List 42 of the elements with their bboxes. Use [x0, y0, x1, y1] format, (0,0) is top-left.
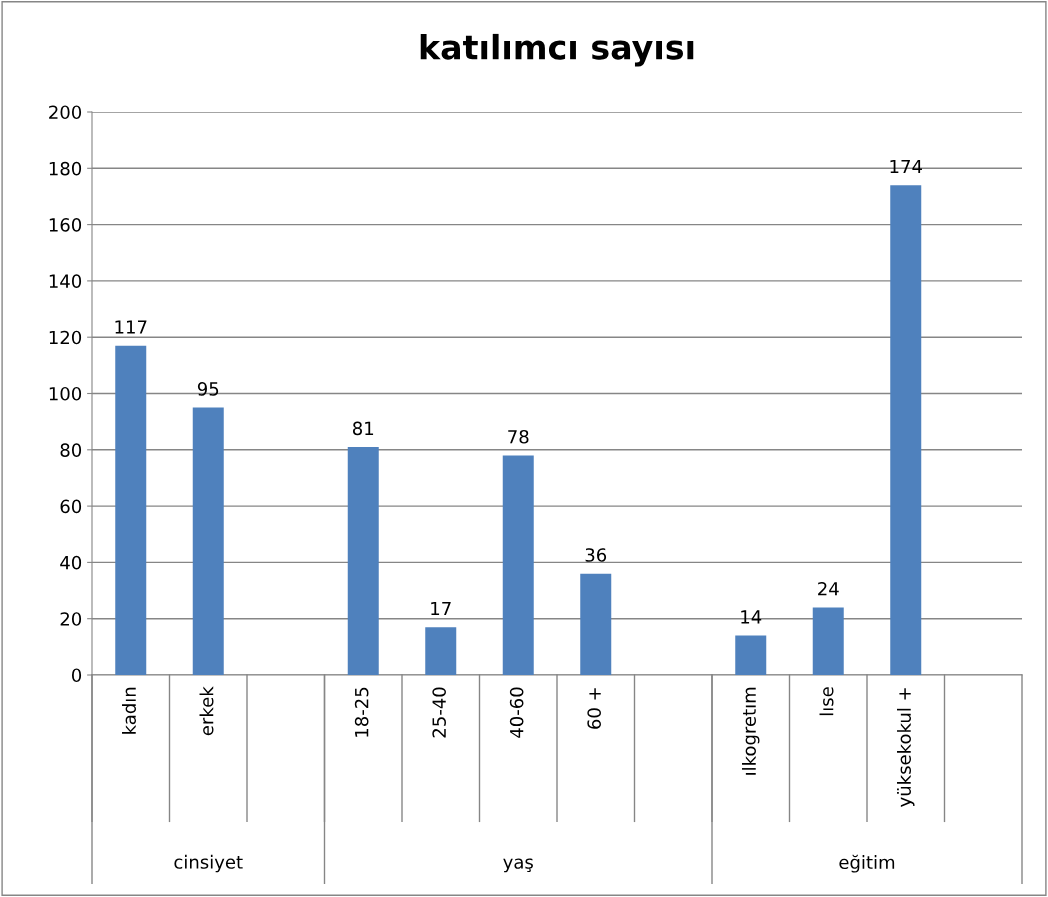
x-tick-label: 18-25 [354, 687, 369, 737]
y-tick-label: 80 [60, 443, 82, 457]
y-tick-label: 120 [49, 330, 82, 345]
x-tick-label: lıse [819, 687, 834, 716]
y-tick-label: 200 [49, 105, 82, 120]
chart-title: katılımcı sayısı [420, 33, 694, 67]
data-label: 95 [197, 382, 219, 396]
y-tick-label: 0 [71, 668, 82, 683]
data-label: 117 [115, 320, 147, 334]
bar [890, 185, 922, 675]
data-label: 78 [508, 429, 529, 444]
y-tick-label: 100 [49, 386, 82, 401]
x-tick-label: yüksekokul + [897, 688, 915, 807]
y-tick-label: 60 [60, 499, 82, 514]
data-label: 174 [890, 159, 922, 174]
y-tick-label: 160 [49, 218, 82, 232]
bar [192, 407, 224, 675]
bar [580, 573, 612, 675]
bar [115, 345, 147, 675]
x-tick-label: 25-40 [432, 687, 446, 738]
y-tick-label: 20 [60, 612, 82, 626]
bar [425, 627, 457, 675]
x-tick-label: 40-60 [509, 687, 524, 738]
text: yaş [503, 858, 533, 873]
data-label: 36 [585, 548, 607, 562]
data-label: 24 [818, 581, 839, 596]
x-tick-label: kadın [122, 687, 136, 734]
x-tick-label: ılkogretım [742, 687, 760, 775]
bar [502, 455, 534, 675]
text: cinsiyet [174, 854, 243, 873]
text: eğitim [839, 854, 895, 873]
bar [812, 607, 844, 675]
bar [735, 635, 767, 675]
data-label: 17 [431, 601, 451, 616]
y-tick-label: 180 [49, 161, 82, 176]
bar [347, 446, 379, 675]
x-tick-label: 60 + [587, 688, 601, 729]
data-label: 14 [741, 610, 762, 624]
y-tick-label: 40 [60, 555, 82, 570]
y-tick-label: 140 [49, 274, 82, 289]
data-label: 81 [352, 421, 374, 436]
x-tick-label: erkek [199, 686, 214, 736]
